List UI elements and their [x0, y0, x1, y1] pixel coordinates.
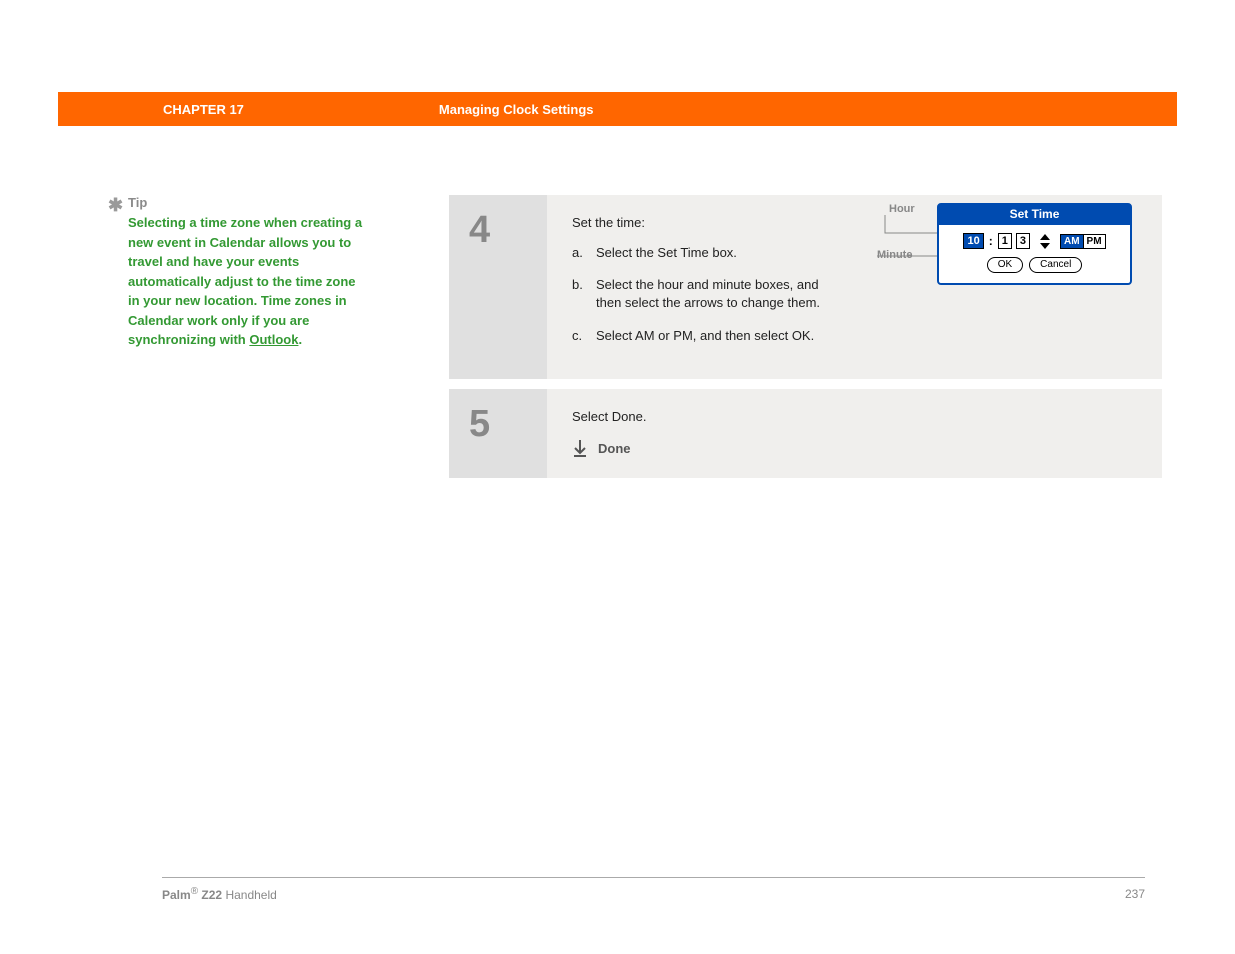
time-row: 10 : 1 3 AM PM	[963, 233, 1105, 249]
ampm-group: AM PM	[1060, 234, 1106, 249]
time-colon: :	[989, 234, 993, 248]
registered-icon: ®	[191, 886, 198, 897]
step-title: Select Done.	[572, 409, 1137, 424]
chapter-label: CHAPTER 17	[163, 102, 244, 117]
done-label: Done	[598, 441, 631, 456]
step-number: 4	[449, 195, 547, 379]
step-number: 5	[449, 389, 547, 478]
product-name: Palm® Z22 Handheld	[162, 886, 277, 902]
am-button[interactable]: AM	[1061, 235, 1084, 248]
header-spacer-left	[0, 92, 58, 126]
step-body: Select Done. Done	[547, 389, 1162, 478]
list-item: a. Select the Set Time box.	[572, 244, 832, 262]
item-marker: a.	[572, 244, 596, 262]
steps-container: 4 Set the time: a. Select the Set Time b…	[449, 195, 1162, 488]
footer: Palm® Z22 Handheld 237	[162, 877, 1145, 902]
dialog-wrapper: Hour Minute Set Time 10 : 1 3	[937, 203, 1132, 285]
tip-body: Selecting a time zone when creating a ne…	[128, 215, 362, 347]
cancel-button[interactable]: Cancel	[1029, 257, 1082, 273]
hour-box[interactable]: 10	[963, 233, 983, 249]
step-row: 4 Set the time: a. Select the Set Time b…	[449, 195, 1162, 379]
item-marker: c.	[572, 327, 596, 345]
step-list: a. Select the Set Time box. b. Select th…	[572, 244, 832, 345]
dialog-titlebar: Set Time	[939, 205, 1130, 225]
tip-text: Selecting a time zone when creating a ne…	[128, 213, 363, 350]
time-arrows	[1040, 234, 1050, 249]
hour-callout-label: Hour	[889, 203, 915, 215]
ok-button[interactable]: OK	[987, 257, 1023, 273]
pm-button[interactable]: PM	[1084, 235, 1105, 248]
tip-label: Tip	[128, 195, 363, 210]
asterisk-icon: ✱	[108, 195, 123, 216]
minute-tens-box[interactable]: 1	[998, 233, 1012, 249]
footer-suffix: Handheld	[225, 888, 276, 902]
done-arrow-icon	[572, 440, 588, 458]
step-row: 5 Select Done. Done	[449, 389, 1162, 478]
minute-ones-box[interactable]: 3	[1016, 233, 1030, 249]
item-text: Select the Set Time box.	[596, 244, 737, 262]
step-body: Set the time: a. Select the Set Time box…	[547, 195, 1162, 379]
footer-brand: Palm	[162, 888, 191, 902]
page-number: 237	[1125, 887, 1145, 901]
done-row: Done	[572, 440, 1137, 458]
set-time-dialog: Set Time 10 : 1 3 AM	[937, 203, 1132, 285]
item-marker: b.	[572, 276, 596, 312]
header-bar: CHAPTER 17 Managing Clock Settings	[0, 92, 1235, 126]
dialog-content: 10 : 1 3 AM PM	[939, 225, 1130, 283]
header-content: CHAPTER 17 Managing Clock Settings	[58, 92, 1177, 126]
list-item: c. Select AM or PM, and then select OK.	[572, 327, 832, 345]
list-item: b. Select the hour and minute boxes, and…	[572, 276, 832, 312]
tip-block: ✱ Tip Selecting a time zone when creatin…	[128, 195, 363, 350]
minute-callout-label: Minute	[877, 249, 912, 261]
chapter-title: Managing Clock Settings	[439, 102, 594, 117]
arrow-up-icon[interactable]	[1040, 234, 1050, 240]
dialog-buttons: OK Cancel	[987, 257, 1083, 273]
item-text: Select the hour and minute boxes, and th…	[596, 276, 832, 312]
outlook-link[interactable]: Outlook	[249, 332, 298, 347]
header-spacer-right	[1177, 92, 1235, 126]
arrow-down-icon[interactable]	[1040, 243, 1050, 249]
footer-model: Z22	[201, 888, 222, 902]
item-text: Select AM or PM, and then select OK.	[596, 327, 814, 345]
